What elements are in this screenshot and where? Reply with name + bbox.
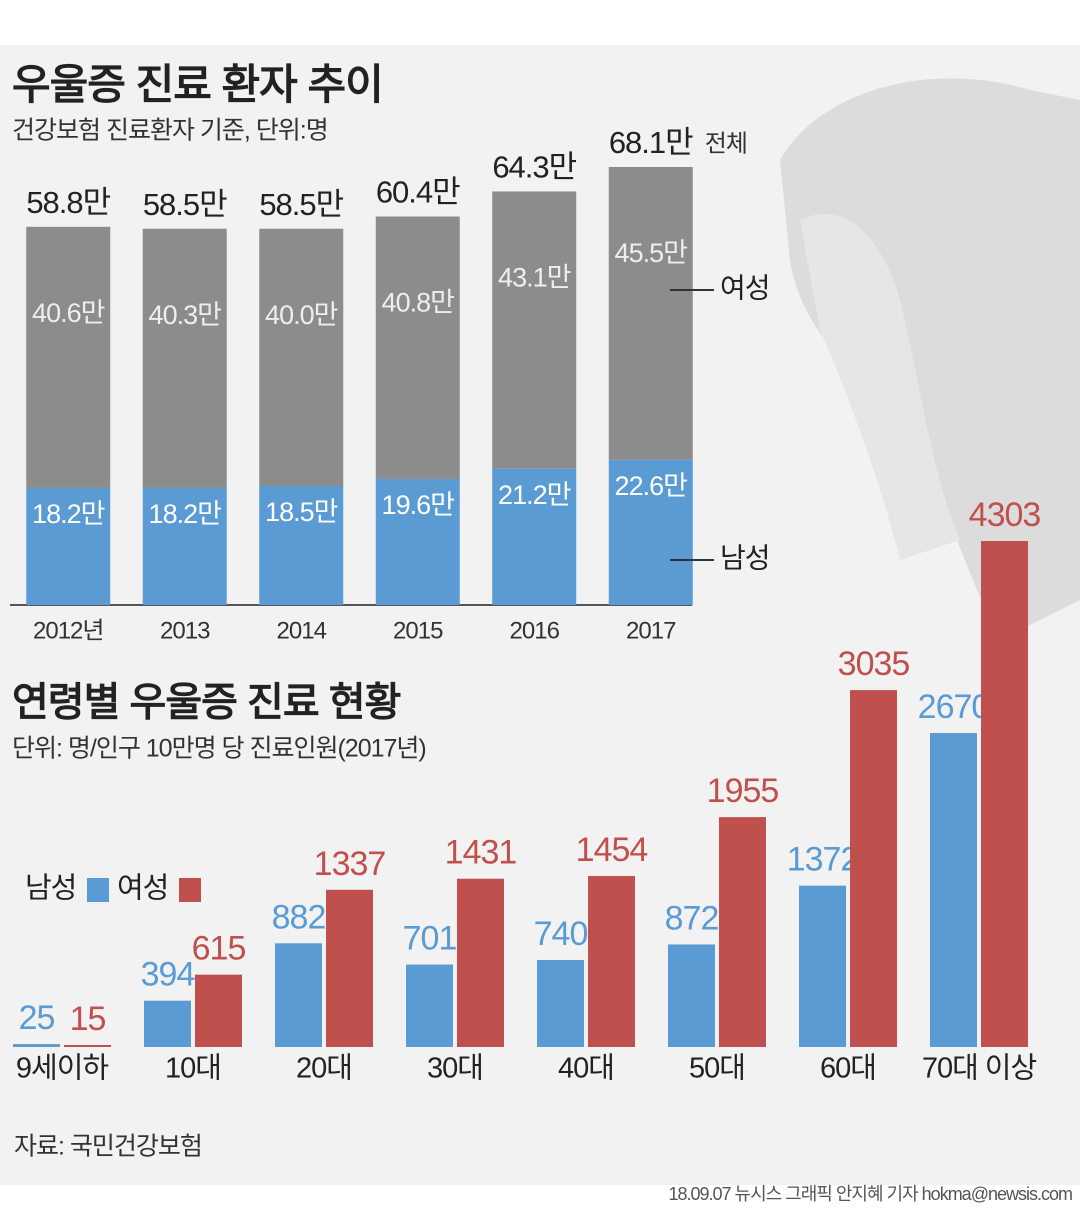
x-tick-label: 2017 [626,617,676,644]
bar [930,733,977,1047]
x-tick-label: 10대 [165,1052,221,1085]
x-tick-label: 9세이하 [16,1052,108,1085]
bar [195,974,242,1047]
value-label: 394 [141,956,195,994]
value-label: 25 [19,999,55,1037]
bar [64,1045,111,1047]
x-tick-label: 40대 [558,1052,614,1085]
series-label: 여성 [720,272,770,303]
x-tick-label: 50대 [689,1052,745,1085]
bar-segment [259,228,344,487]
x-tick-label: 20대 [296,1052,352,1085]
value-label: 18.5만 [265,497,338,527]
value-label: 40.0만 [265,300,338,330]
value-label: 18.2만 [32,499,105,529]
bar [850,690,897,1047]
value-label: 1431 [445,834,517,872]
bar-segment [375,478,460,605]
bar-segment [142,487,227,605]
total-label: 58.5만 [143,187,227,222]
bar [668,944,715,1047]
value-label: 1454 [576,831,648,869]
bar-segment [375,216,460,479]
bar-segment [26,487,111,605]
bar-segment [608,167,693,460]
silhouette [780,78,1080,641]
x-tick-label: 2012년 [33,617,103,644]
bar [457,878,504,1047]
value-label: 21.2만 [498,480,571,510]
total-label: 60.4만 [376,175,460,210]
silhouette-hand [800,213,960,561]
total-label: 58.8만 [26,185,110,220]
series-label: 남성 [720,542,770,573]
value-label: 1337 [314,845,386,883]
bar [588,876,635,1047]
value-label: 19.6만 [382,490,455,520]
chart-title: 연령별 우울증 진료 현황 [12,681,401,725]
value-label: 3035 [838,645,910,683]
value-label: 740 [534,915,588,953]
chart-title: 우울증 진료 환자 추이 [12,61,383,108]
x-tick-label: 2013 [160,617,210,644]
legend-label: 여성 [117,873,168,905]
value-label: 701 [403,920,457,958]
bar [13,1044,60,1047]
x-tick-label: 30대 [427,1052,483,1085]
bar [144,1000,191,1047]
value-label: 40.6만 [32,298,105,328]
value-label: 615 [192,930,246,968]
bar-segment [492,468,577,605]
value-label: 22.6만 [615,471,688,501]
x-tick-label: 2015 [393,617,443,644]
total-label: 64.3만 [492,150,576,185]
x-tick-label: 70대 이상 [922,1052,1037,1085]
total-name: 전체 [705,130,747,157]
bar-segment [492,191,577,469]
credit: 18.09.07 뉴시스 그래픽 안지혜 기자 hokma@newsis.com [668,1184,1072,1204]
bar [981,541,1028,1047]
value-label: 15 [70,1000,106,1038]
source: 자료: 국민건강보험 [14,1133,202,1161]
value-label: 40.3만 [149,300,222,330]
chart-subtitle: 건강보험 진료환자 기준, 단위:명 [12,117,328,145]
bar-segment [608,459,693,605]
bar [537,959,584,1047]
bar [406,964,453,1047]
bar [719,817,766,1047]
value-label: 43.1만 [498,263,571,293]
total-label: 68.1만 [609,125,693,160]
x-tick-label: 2016 [510,617,560,644]
legend-swatch [179,878,201,902]
chart-subtitle: 단위: 명/인구 10만명 당 진료인원(2017년) [12,735,426,763]
value-label: 2670 [918,688,990,726]
total-label: 58.5만 [259,187,343,222]
bar [275,943,322,1047]
legend-swatch [87,878,109,902]
bar-segment [259,486,344,605]
value-label: 4303 [969,496,1041,534]
value-label: 18.2만 [149,499,222,529]
bar [799,885,846,1047]
bar-segment [142,228,227,488]
value-label: 45.5만 [615,238,688,268]
x-tick-label: 2014 [277,617,327,644]
value-label: 882 [272,898,326,936]
bar-segment [26,226,111,488]
bar [326,889,373,1047]
x-tick-label: 60대 [820,1052,876,1085]
value-label: 1955 [707,772,779,810]
value-label: 872 [665,899,719,937]
value-label: 1372 [787,841,859,879]
value-label: 40.8만 [382,288,455,318]
legend-label: 남성 [25,873,76,905]
